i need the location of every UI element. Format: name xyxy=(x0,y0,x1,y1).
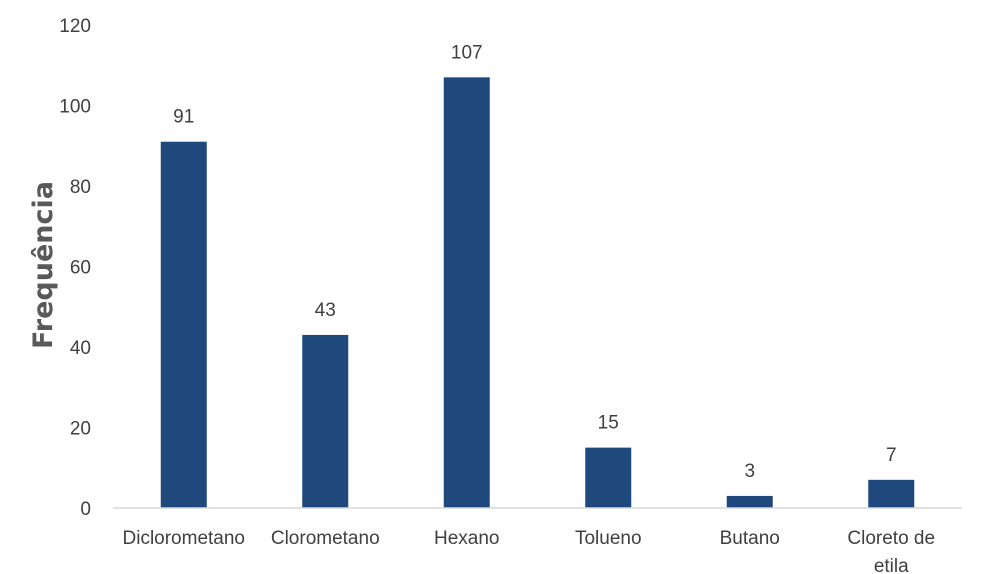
bar xyxy=(302,335,348,508)
data-label: 43 xyxy=(315,300,336,321)
y-tick-labels: 0 20 40 60 80 100 120 xyxy=(59,16,91,520)
x-tick-label: etila xyxy=(874,556,909,574)
data-label: 3 xyxy=(744,461,755,482)
data-label: 7 xyxy=(886,445,897,466)
y-axis-title: Frequência xyxy=(28,181,59,349)
data-labels: 91 43 107 15 3 7 xyxy=(173,42,896,482)
category-labels: Diclorometano Clorometano Hexano Tolueno But… xyxy=(123,528,936,574)
y-tick-label: 120 xyxy=(59,16,91,37)
y-tick-label: 80 xyxy=(70,177,91,198)
data-label: 91 xyxy=(173,107,194,128)
x-tick-label: Butano xyxy=(720,528,780,549)
x-tick-label: Tolueno xyxy=(575,528,642,549)
x-tick-label: Diclorometano xyxy=(123,528,246,549)
data-label: 107 xyxy=(451,42,483,63)
bars xyxy=(161,77,915,508)
bar xyxy=(444,77,490,508)
x-tick-label: Clorometano xyxy=(271,528,380,549)
bar xyxy=(727,496,773,508)
y-tick-label: 20 xyxy=(70,419,91,440)
data-label: 15 xyxy=(598,413,619,434)
y-tick-label: 60 xyxy=(70,258,91,279)
bar xyxy=(161,142,207,508)
bar xyxy=(868,480,914,508)
y-tick-label: 40 xyxy=(70,338,91,359)
bar xyxy=(585,448,631,508)
y-tick-label: 0 xyxy=(80,499,91,520)
x-tick-label: Cloreto de xyxy=(847,528,935,549)
x-tick-label: Hexano xyxy=(434,528,500,549)
y-tick-label: 100 xyxy=(59,97,91,118)
y-axis-title-group: Frequência xyxy=(28,181,59,349)
